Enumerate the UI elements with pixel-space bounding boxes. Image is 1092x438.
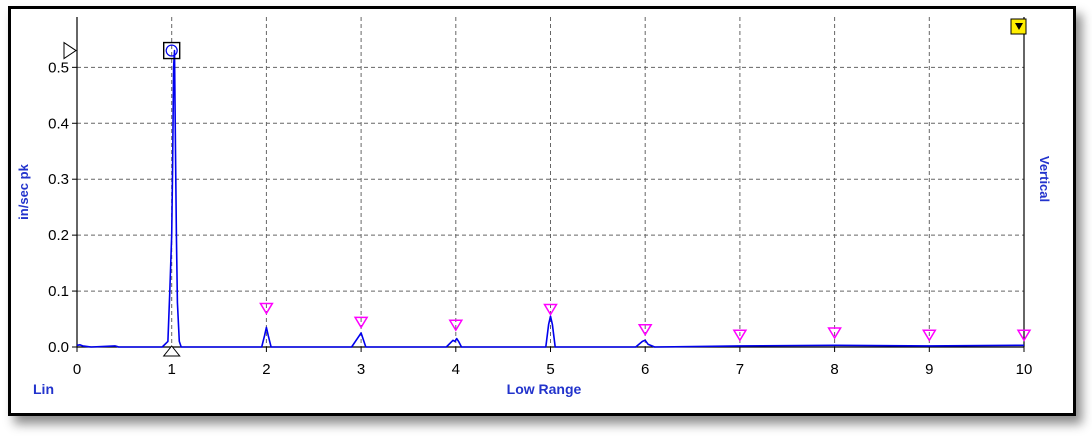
y-tick-label-0.3: 0.3 (48, 171, 69, 188)
scale-mode-label[interactable]: Lin (33, 381, 54, 397)
flag-down-arrow-icon (1015, 23, 1023, 30)
x-tick-label-10: 10 (1016, 361, 1033, 378)
y-tick-label-0.4: 0.4 (48, 115, 69, 132)
tick-labels: 0 1 2 3 4 5 6 7 8 9 10 0.0 0.1 0.2 0.3 0.4 0.5 (48, 59, 1032, 378)
y-tick-label-0.1: 0.1 (48, 283, 69, 300)
peak-marker-10 (1016, 329, 1032, 342)
x-tick-label-5: 5 (546, 361, 554, 378)
y-tick-label-0: 0.0 (48, 339, 69, 356)
x-axis-label: Low Range (507, 381, 582, 397)
x-tick-label-6: 6 (641, 361, 649, 378)
y-axis-label: in/sec pk (16, 163, 31, 219)
peak-marker-5 (543, 303, 558, 317)
peak-marker-8 (827, 327, 842, 340)
chart-svg: 0 1 2 3 4 5 6 7 8 9 10 0.0 0.1 0.2 0.3 0.4 0.5 in/sec pk… (16, 17, 1052, 397)
cursor-circle-icon[interactable] (165, 44, 178, 57)
peak-marker-2 (259, 302, 274, 315)
y-tick-label-0.5: 0.5 (48, 59, 69, 76)
x-tick-label-7: 7 (736, 361, 744, 378)
peak-marker-9 (921, 329, 937, 342)
x-tick-label-2: 2 (262, 361, 270, 378)
peak-markers (259, 302, 1032, 342)
peak-marker-7 (732, 329, 748, 342)
x-tick-label-1: 1 (168, 361, 176, 378)
overlay-icons[interactable] (63, 18, 1027, 357)
peak-marker-4 (448, 319, 464, 332)
y-tick-label-0.2: 0.2 (48, 227, 69, 244)
x-tick-label-9: 9 (925, 361, 933, 378)
x-tick-label-0: 0 (73, 361, 81, 378)
x-tick-label-4: 4 (452, 361, 460, 378)
peak-marker-3 (353, 316, 369, 329)
x-tick-label-3: 3 (357, 361, 365, 378)
right-axis-label: Vertical (1037, 156, 1052, 202)
peak-marker-6 (637, 323, 653, 337)
left-triangle-pointer-icon[interactable] (63, 41, 77, 60)
chart-frame: 0 1 2 3 4 5 6 7 8 9 10 0.0 0.1 0.2 0.3 0.4 0.5 in/sec pk… (8, 6, 1076, 416)
spectrum-series (76, 49, 1025, 348)
grid (77, 17, 1025, 347)
bottom-triangle-pointer-icon[interactable] (162, 345, 181, 357)
x-tick-label-8: 8 (830, 361, 838, 378)
spectrum-line-0 (76, 49, 1025, 348)
cursor-square-icon[interactable] (162, 41, 181, 60)
